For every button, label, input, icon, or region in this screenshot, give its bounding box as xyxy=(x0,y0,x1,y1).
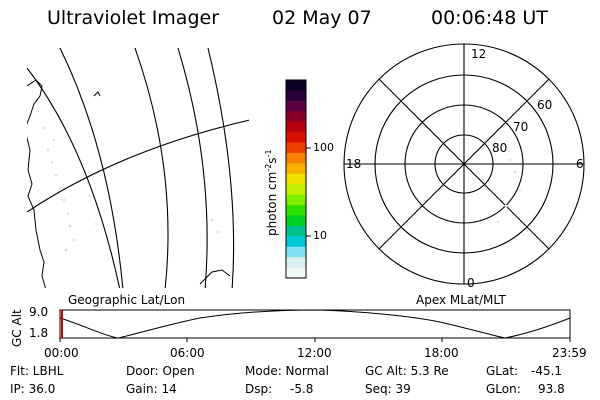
status-glat-label: GLat: xyxy=(486,364,519,378)
left-map-caption: Geographic Lat/Lon xyxy=(68,293,186,307)
status-mode: Mode: Normal xyxy=(245,364,329,378)
colorbar-tick-100: 100 xyxy=(313,141,334,154)
colorbar-cell xyxy=(286,142,306,154)
observation-time: 00:06:48 UT xyxy=(431,7,548,29)
status-glon-value: 93.8 xyxy=(538,382,565,396)
app-title: Ultraviolet Imager xyxy=(47,7,220,29)
status-dsp-value: -5.8 xyxy=(290,382,314,396)
time-tick-1200: 12:00 xyxy=(297,346,332,360)
colorbar-cell xyxy=(286,205,306,217)
mlt-label-12: 12 xyxy=(471,47,487,61)
longitude-line xyxy=(59,48,124,288)
colorbar-cell xyxy=(286,90,306,102)
mlt-label-0: 0 xyxy=(467,276,475,290)
altitude-tick-bottom: 1.8 xyxy=(29,326,49,340)
colorbar-cell xyxy=(286,100,306,112)
colorbar-cell xyxy=(286,80,306,92)
mlt-label-18: 18 xyxy=(346,157,362,171)
time-tick-2359: 23:59 xyxy=(552,346,587,360)
longitude-line xyxy=(134,48,169,288)
colorbar-cell xyxy=(286,246,306,258)
status-seq: Seq: 39 xyxy=(365,382,411,396)
colorbar-cell xyxy=(286,163,306,175)
status-flt: Flt: LBHL xyxy=(10,364,64,378)
colorbar-cell xyxy=(286,152,306,164)
colorbar-cell xyxy=(286,236,306,248)
latitude-line xyxy=(27,119,249,213)
status-gain: Gain: 14 xyxy=(126,382,177,396)
colorbar-cell xyxy=(286,194,306,206)
status-glon-label: GLon: xyxy=(486,382,521,396)
colorbar-cell xyxy=(286,267,306,279)
mlt-label-6: 6 xyxy=(576,157,584,171)
status-door: Door: Open xyxy=(126,364,195,378)
time-tick-0600: 06:00 xyxy=(170,346,205,360)
status-glat-value: -45.1 xyxy=(531,364,563,378)
auroral-emission xyxy=(42,126,220,252)
colorbar-cell xyxy=(286,257,306,269)
lat-label-70: 70 xyxy=(513,120,529,134)
polar-emission xyxy=(496,148,522,224)
polar-map-caption: Apex MLat/MLT xyxy=(416,293,506,307)
lat-label-60: 60 xyxy=(537,98,553,112)
colorbar-cell xyxy=(286,132,306,144)
status-gc-alt: GC Alt: 5.3 Re xyxy=(365,364,449,378)
mlt-line-diag-2 xyxy=(378,78,550,250)
colorbar-cell xyxy=(286,173,306,185)
time-tick-0000: 00:00 xyxy=(44,346,79,360)
status-dsp-label: Dsp: xyxy=(245,382,273,396)
longitude-line xyxy=(27,67,121,288)
longitude-line xyxy=(207,48,235,288)
colorbar-cell xyxy=(286,225,306,237)
altitude-axis-label: GC Alt xyxy=(10,309,24,347)
colorbar-tick-10: 10 xyxy=(313,229,327,242)
status-ip: IP: 36.0 xyxy=(10,382,56,396)
altitude-tick-top: 9.0 xyxy=(29,305,49,319)
lat-label-80: 80 xyxy=(492,141,508,155)
observation-date: 02 May 07 xyxy=(272,7,372,29)
time-tick-1800: 18:00 xyxy=(424,346,459,360)
colorbar-cell xyxy=(286,215,306,227)
altitude-curve xyxy=(59,309,571,339)
colorbar-cell xyxy=(286,111,306,123)
colorbar-cell xyxy=(286,184,306,196)
colorbar-cell xyxy=(286,121,306,133)
coastline xyxy=(27,79,231,288)
longitude-line xyxy=(177,48,208,288)
